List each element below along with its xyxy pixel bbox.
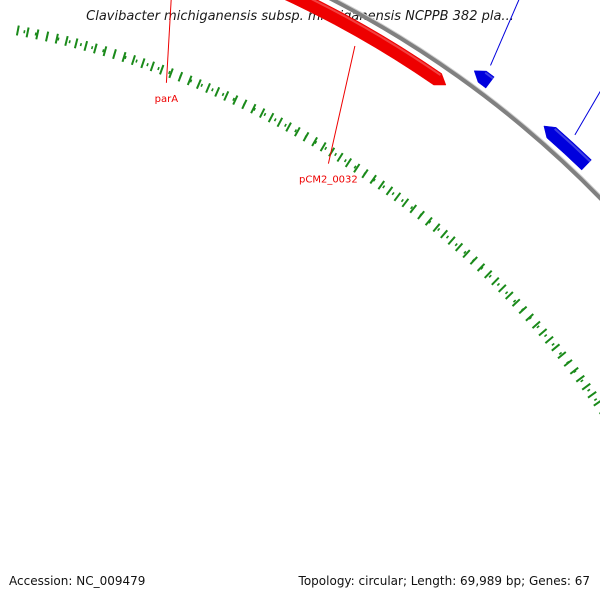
gene-pcm2_0030[interactable] bbox=[543, 125, 592, 171]
gene-layer bbox=[272, 0, 592, 171]
scale-tick bbox=[294, 126, 301, 137]
scale-tick bbox=[497, 284, 507, 293]
scale-tick bbox=[491, 276, 500, 286]
scale-tick bbox=[214, 86, 221, 97]
scale-tick bbox=[462, 249, 471, 259]
outer-scale-ring bbox=[73, 0, 600, 330]
scale-tick bbox=[575, 374, 585, 383]
scale-tick bbox=[551, 343, 561, 352]
scale-tick bbox=[205, 83, 211, 93]
scale-tick bbox=[511, 298, 521, 307]
scale-tick bbox=[417, 210, 425, 220]
scale-tick bbox=[64, 35, 69, 47]
scale-tick bbox=[177, 71, 184, 82]
scale-tick bbox=[483, 270, 493, 279]
gene-pcm2_0032[interactable] bbox=[272, 0, 447, 86]
scale-tick bbox=[518, 305, 528, 315]
scale-tick bbox=[83, 40, 89, 51]
scale-tick bbox=[393, 192, 402, 202]
scale-tick bbox=[35, 29, 40, 40]
scale-tick bbox=[259, 108, 266, 119]
scale-tick bbox=[409, 204, 418, 214]
scale-tick bbox=[385, 186, 394, 196]
scale-tick bbox=[186, 75, 193, 86]
scale-tick bbox=[15, 25, 20, 36]
scale-dots bbox=[17, 0, 600, 409]
leader-para bbox=[165, 0, 172, 83]
backbone-circle bbox=[328, 0, 600, 201]
scale-tick bbox=[344, 157, 353, 168]
feature-layer bbox=[141, 0, 600, 361]
scale-tick bbox=[525, 313, 534, 322]
gene-highlight bbox=[310, 0, 442, 76]
scale-tick bbox=[102, 46, 108, 57]
gene-highlight bbox=[484, 71, 494, 80]
scale-tick bbox=[232, 95, 239, 106]
scale-tick bbox=[569, 366, 579, 375]
scale-tick bbox=[361, 169, 369, 179]
scale-ticks bbox=[15, 25, 600, 415]
scale-tick bbox=[168, 68, 174, 79]
scale-tick bbox=[285, 122, 292, 132]
leader-pcm2_0032 bbox=[327, 45, 356, 164]
scale-tick bbox=[159, 64, 165, 75]
backbone-arc bbox=[328, 0, 600, 201]
scale-tick bbox=[505, 291, 514, 300]
scale-tick bbox=[93, 43, 98, 54]
label-layer: 26500 bp27000 bp27500 bp28000 bp28500 bp… bbox=[155, 94, 358, 186]
scale-tick bbox=[581, 382, 591, 391]
scale-tick bbox=[557, 351, 567, 360]
scale-tick bbox=[73, 38, 79, 49]
scale-tick bbox=[587, 390, 597, 399]
scale-tick bbox=[276, 117, 284, 128]
scale-tick bbox=[149, 61, 155, 72]
scale-tick bbox=[250, 103, 257, 114]
gene-label-pcm2_0032[interactable]: pCM2_0032 bbox=[299, 175, 358, 186]
summary-text: Topology: circular; Length: 69,989 bp; G… bbox=[298, 574, 590, 588]
scale-tick bbox=[377, 180, 386, 190]
scale-tick bbox=[424, 216, 433, 226]
scale-tick bbox=[440, 229, 449, 239]
scale-tick bbox=[531, 320, 541, 329]
leader-pcm2_0031 bbox=[490, 0, 520, 66]
scale-tick bbox=[336, 152, 344, 163]
scale-tick bbox=[130, 54, 136, 66]
scale-tick bbox=[241, 99, 248, 110]
scale-tick bbox=[25, 27, 30, 38]
scale-tick bbox=[538, 328, 548, 337]
scale-tick bbox=[454, 242, 464, 252]
scale-tick bbox=[353, 163, 361, 173]
scale-tick bbox=[140, 58, 146, 69]
map-title: Clavibacter michiganensis subsp. michiga… bbox=[86, 9, 514, 24]
scale-tick bbox=[121, 51, 127, 63]
scale-tick bbox=[267, 112, 275, 123]
inner-scale-ring bbox=[17, 29, 600, 409]
scale-tick bbox=[544, 335, 554, 344]
leader-pcm2_0030 bbox=[574, 90, 600, 136]
scale-tick bbox=[563, 359, 573, 367]
scale-tick bbox=[369, 174, 377, 185]
scale-tick bbox=[223, 90, 230, 101]
scale-tick bbox=[195, 79, 202, 90]
gene-pcm2_0031[interactable] bbox=[473, 70, 495, 89]
gene-highlight bbox=[554, 128, 591, 163]
backbone-shadow bbox=[335, 0, 600, 197]
scale-tick bbox=[45, 31, 50, 42]
scale-tick bbox=[319, 141, 327, 152]
scale-tick bbox=[476, 263, 486, 272]
scale-tick bbox=[447, 236, 456, 246]
accession-text: Accession: NC_009479 bbox=[9, 574, 146, 588]
scale-tick bbox=[469, 256, 478, 265]
label-leaders bbox=[165, 0, 600, 164]
scale-tick bbox=[54, 33, 59, 44]
scale-tick bbox=[311, 136, 318, 147]
scale-tick bbox=[593, 400, 600, 407]
scale-tick bbox=[432, 223, 441, 233]
scale-tick bbox=[112, 49, 117, 60]
scale-tick bbox=[302, 131, 310, 142]
scale-tick bbox=[401, 198, 410, 208]
gene-label-para[interactable]: parA bbox=[155, 94, 179, 105]
